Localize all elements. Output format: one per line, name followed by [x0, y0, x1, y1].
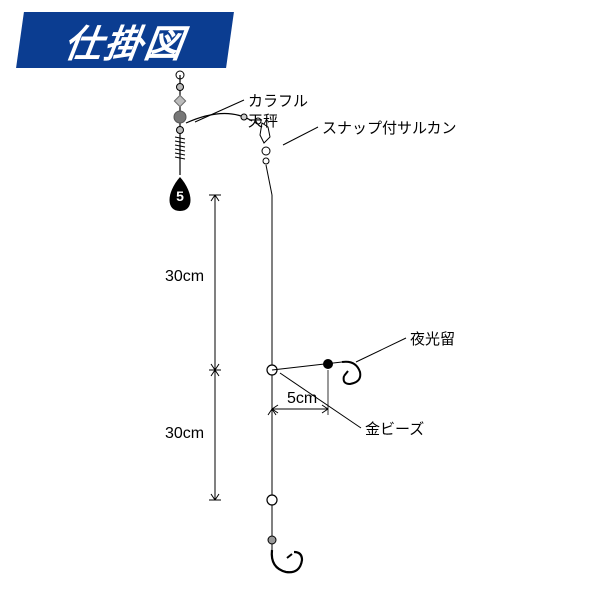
label-snap-swivel: スナップ付サルカン — [322, 119, 457, 139]
label-night-stop: 夜光留 — [410, 330, 455, 350]
svg-text:5: 5 — [176, 188, 184, 204]
label-colorful-tenbin: カラフル 天秤 — [248, 92, 308, 131]
dimension-seg1: 30cm — [165, 268, 204, 286]
rig-diagram: 5 — [0, 0, 600, 600]
label-gold-bead: 金ビーズ — [365, 420, 424, 440]
dimension-branch: 5cm — [287, 390, 317, 408]
dimension-seg2: 30cm — [165, 425, 204, 443]
